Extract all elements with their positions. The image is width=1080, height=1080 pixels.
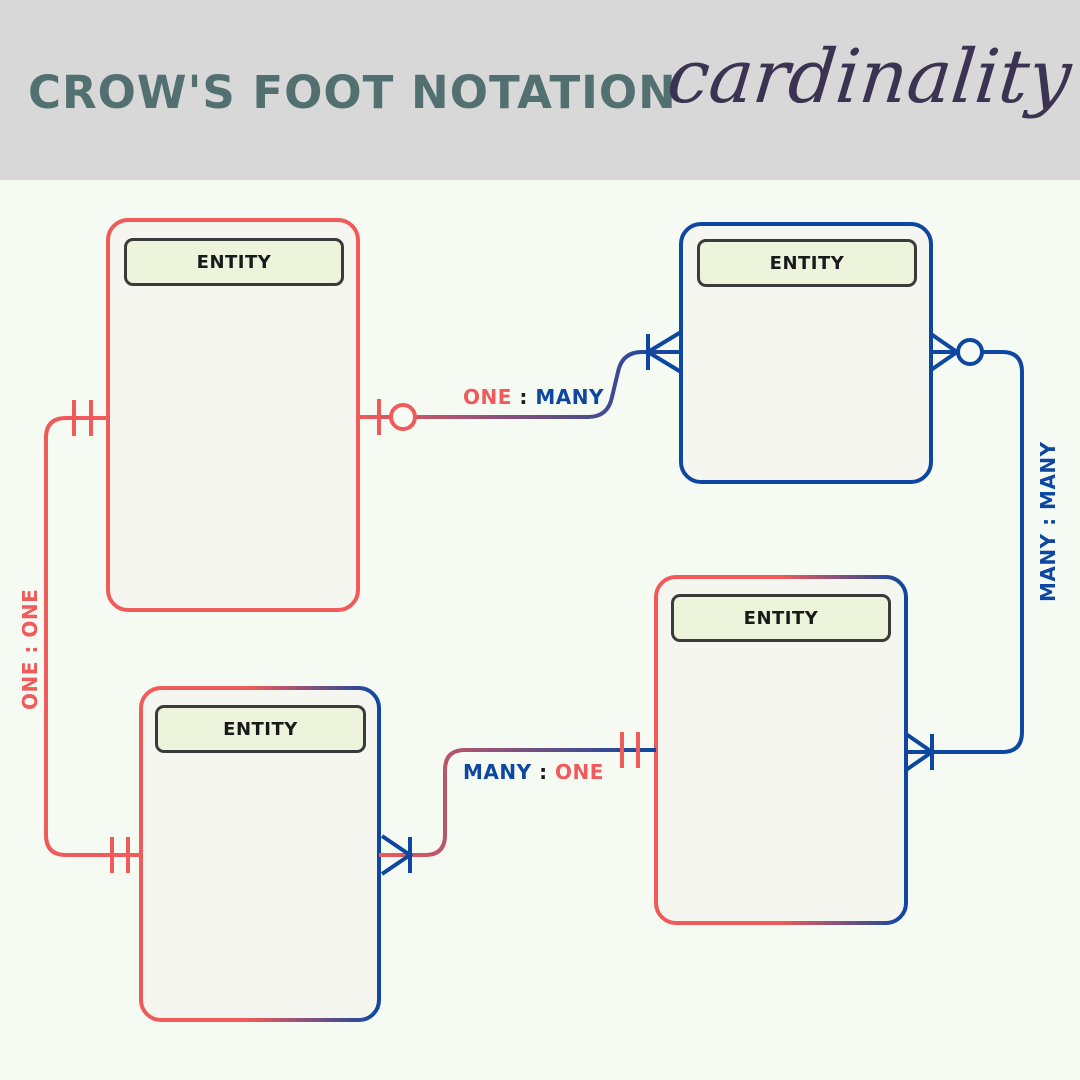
entity-4-header: ENTITY bbox=[671, 594, 891, 642]
label-many-many-right: MANY bbox=[1036, 441, 1060, 510]
label-many-one-sep: : bbox=[539, 760, 548, 784]
mark-one-many-foot bbox=[646, 330, 683, 374]
connector-one-one bbox=[44, 416, 141, 857]
label-one-many-right: MANY bbox=[535, 385, 604, 409]
page-title: CROW'S FOOT NOTATION bbox=[28, 66, 677, 119]
label-many-many: MANY : MANY bbox=[1036, 441, 1060, 602]
label-many-one: MANY : ONE bbox=[463, 760, 604, 784]
page-subtitle: cardinality bbox=[663, 34, 1076, 120]
label-one-one-left: ONE bbox=[18, 661, 42, 710]
label-one-many-left: ONE bbox=[463, 385, 512, 409]
header-banner: CROW'S FOOT NOTATION cardinality bbox=[0, 0, 1080, 180]
label-one-many-sep: : bbox=[519, 385, 528, 409]
label-many-many-sep: : bbox=[1036, 517, 1060, 526]
entity-3-header: ENTITY bbox=[155, 705, 366, 753]
mark-one-many-circle bbox=[389, 403, 417, 431]
label-one-one-right: ONE bbox=[18, 588, 42, 638]
label-one-many: ONE : MANY bbox=[463, 385, 604, 409]
label-one-one: ONE : ONE bbox=[18, 589, 42, 710]
entity-2-header: ENTITY bbox=[697, 239, 917, 287]
connector-many-one bbox=[379, 748, 656, 857]
label-many-one-left: MANY bbox=[463, 760, 532, 784]
connector-layer bbox=[44, 218, 1024, 1022]
diagram-canvas: ENTITY ENTITY ENTITY ENTITY ONE : MANY M… bbox=[0, 180, 1080, 1080]
mark-many-many-circle bbox=[956, 338, 984, 366]
connector-one-many bbox=[358, 350, 681, 419]
label-many-one-right: ONE bbox=[555, 760, 604, 784]
entity-1-header: ENTITY bbox=[124, 238, 344, 286]
connector-many-many bbox=[906, 350, 1024, 754]
label-one-one-sep: : bbox=[18, 645, 42, 654]
label-many-many-left: MANY bbox=[1036, 533, 1060, 602]
